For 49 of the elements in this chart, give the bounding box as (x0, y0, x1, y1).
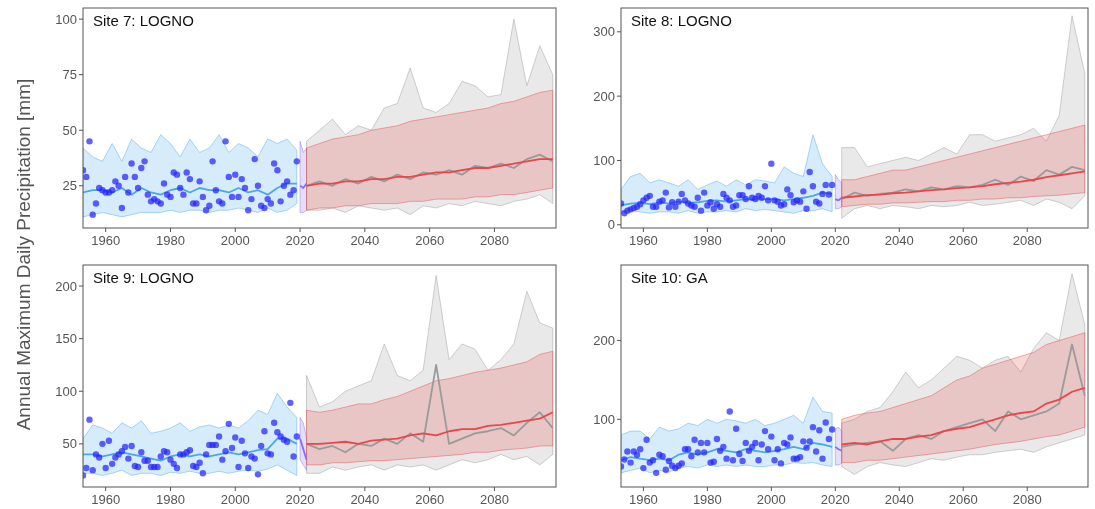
y-tick-label: 200 (55, 278, 77, 294)
x-tick-label: 2040 (350, 233, 380, 248)
y-tick-label: 100 (55, 383, 77, 399)
x-tick-label: 1980 (692, 233, 722, 248)
x-tick-label: 2000 (756, 233, 786, 248)
y-tick-label: 300 (593, 24, 615, 40)
chart-title: Site 7: LOGNO (93, 12, 194, 29)
x-tick-label: 2080 (1012, 492, 1042, 507)
x-tick-label: 1960 (628, 233, 658, 248)
x-tick-label: 2020 (285, 233, 315, 248)
x-tick-label: 2000 (756, 492, 786, 507)
x-tick-label: 1960 (91, 233, 121, 248)
y-tick-label: 0 (607, 217, 615, 233)
y-tick-label: 100 (593, 411, 615, 427)
line-series (305, 364, 554, 454)
x-tick-label: 2080 (479, 233, 509, 248)
x-tick-label: 2000 (220, 492, 250, 507)
x-tick-label: 1980 (156, 233, 185, 248)
chart-title: Site 8: LOGNO (631, 12, 732, 29)
x-tick-label: 2020 (820, 233, 850, 248)
x-tick-label: 2040 (884, 492, 914, 507)
line-series (305, 411, 554, 445)
x-tick-label: 2080 (1012, 233, 1042, 248)
x-tick-label: 1960 (91, 492, 121, 507)
y-tick-label: 150 (55, 331, 77, 347)
chart-title: Site 10: GA (631, 269, 708, 286)
x-tick-label: 2040 (350, 492, 380, 507)
x-tick-label: 2060 (948, 233, 978, 248)
x-tick-label: 1980 (156, 492, 185, 507)
chart-title: Site 9: LOGNO (93, 269, 194, 286)
y-tick-label: 25 (62, 178, 77, 194)
x-tick-label: 2060 (415, 233, 445, 248)
x-tick-label: 2060 (415, 492, 445, 507)
x-tick-label: 1960 (628, 492, 658, 507)
x-tick-label: 2080 (479, 492, 509, 507)
y-tick-label: 100 (593, 152, 615, 168)
y-tick-label: 50 (62, 122, 77, 138)
y-tick-label: 100 (55, 11, 77, 27)
y-axis-title: Annual Maximum Daily Precipitation [mm] (13, 78, 34, 431)
x-tick-label: 1980 (692, 492, 722, 507)
x-tick-label: 2020 (820, 492, 850, 507)
x-tick-label: 2020 (285, 492, 315, 507)
y-tick-label: 200 (593, 88, 615, 104)
x-tick-label: 2060 (948, 492, 978, 507)
x-tick-label: 2000 (220, 233, 250, 248)
y-tick-label: 75 (62, 67, 77, 83)
y-tick-label: 200 (593, 333, 615, 349)
x-tick-label: 2040 (884, 233, 914, 248)
y-tick-label: 50 (62, 436, 77, 452)
